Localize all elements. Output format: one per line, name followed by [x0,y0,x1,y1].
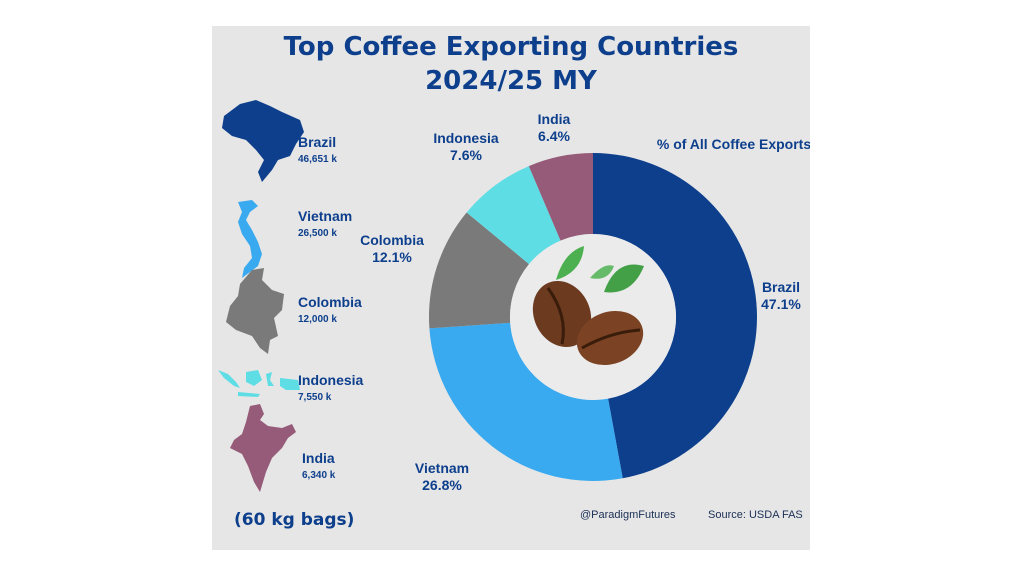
slice-percent-brazil: 47.1% [761,296,801,312]
country-name-colombia: Colombia [298,294,362,310]
slice-percent-colombia: 12.1% [372,249,412,265]
slice-india [528,153,593,241]
title-line-1: Top Coffee Exporting Countries [283,32,739,62]
country-value-indonesia: 7,550 k [298,392,332,403]
country-name-vietnam: Vietnam [298,208,353,224]
country-value-vietnam: 26,500 k [298,228,337,239]
country-value-india: 6,340 k [302,470,336,481]
slice-percent-indonesia: 7.6% [450,147,482,163]
title-line-2: 2024/25 MY [425,66,597,96]
chart-subtitle: % of All Coffee Exports [657,136,810,152]
colombia-map-icon [226,268,284,354]
slice-percent-vietnam: 26.8% [422,477,462,493]
country-name-brazil: Brazil [298,134,337,150]
slice-brazil [593,153,757,479]
handle-credit: @ParadigmFutures [580,509,676,521]
coffee-beans-image [532,246,644,366]
slice-label-india: India [538,111,571,127]
slice-percent-india: 6.4% [538,128,570,144]
infographic-panel: Top Coffee Exporting Countries 2024/25 M… [212,26,810,550]
indonesia-map-icon [218,370,300,397]
unit-note: (60 kg bags) [234,510,355,530]
india-map-icon [230,404,296,492]
slice-label-indonesia: Indonesia [433,130,499,146]
slice-indonesia [466,166,561,265]
slice-vietnam [429,322,623,481]
slice-label-colombia: Colombia [360,232,424,248]
slice-label-brazil: Brazil [762,279,800,295]
country-value-colombia: 12,000 k [298,314,337,325]
vietnam-map-icon [238,200,262,278]
slice-label-vietnam: Vietnam [415,460,469,476]
country-name-indonesia: Indonesia [298,372,364,388]
source-credit: Source: USDA FAS [708,509,803,521]
slice-colombia [429,212,530,329]
country-name-india: India [302,450,335,466]
brazil-map-icon [222,100,304,182]
country-value-brazil: 46,651 k [298,154,337,165]
